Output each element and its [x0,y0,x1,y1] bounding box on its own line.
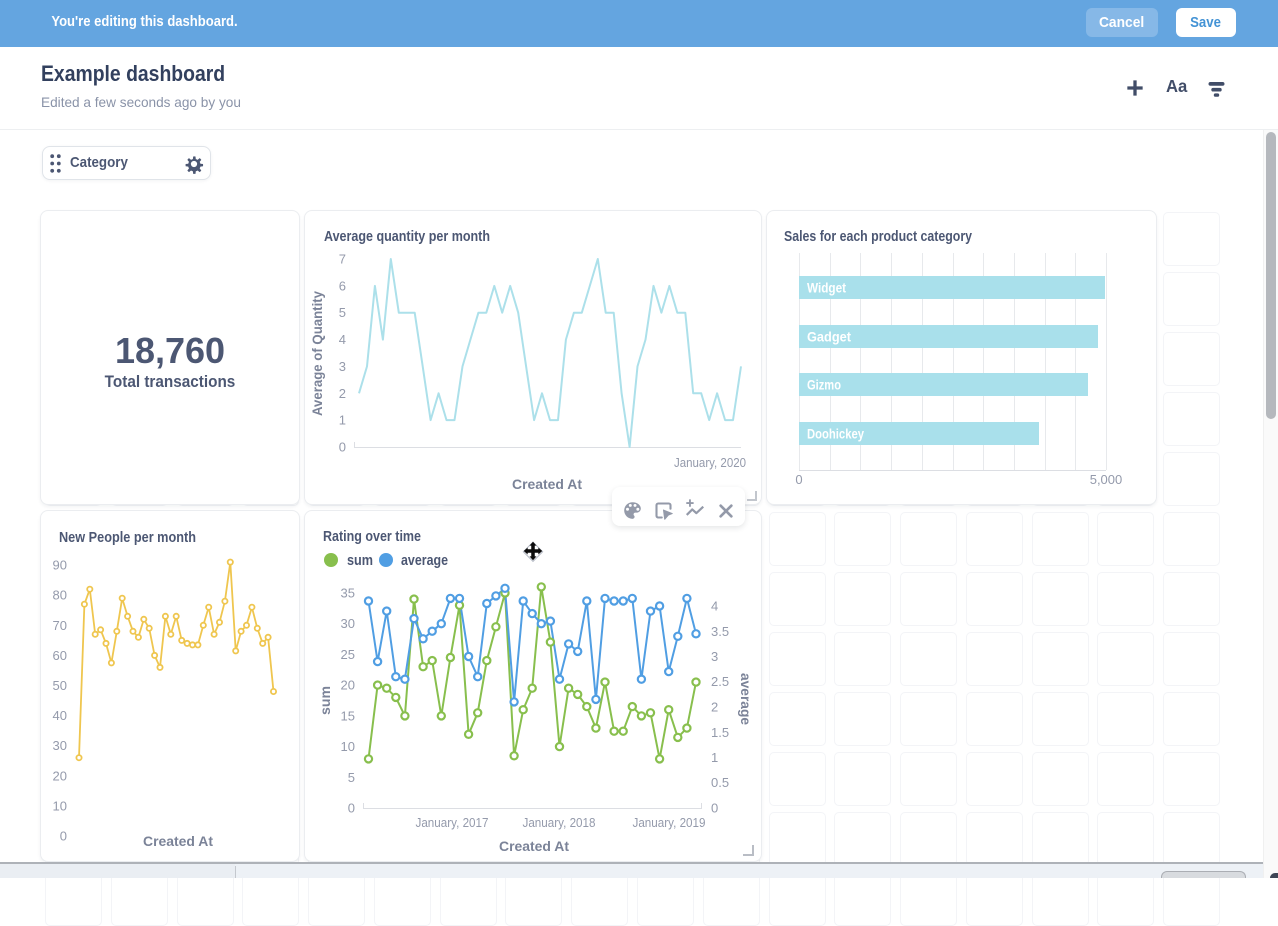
svg-text:1: 1 [711,750,718,765]
svg-text:40: 40 [53,708,67,723]
svg-text:0: 0 [711,801,718,816]
svg-text:80: 80 [53,588,67,603]
svg-text:1.5: 1.5 [711,725,729,740]
svg-text:7: 7 [339,252,346,267]
svg-text:4: 4 [711,599,718,614]
svg-text:3: 3 [339,359,346,374]
svg-text:Gizmo: Gizmo [807,378,841,393]
svg-text:0: 0 [795,472,802,487]
svg-text:30: 30 [341,616,355,631]
svg-text:sum: sum [317,686,333,715]
svg-text:20: 20 [53,768,67,783]
svg-text:January, 2020: January, 2020 [674,455,746,470]
svg-text:Widget: Widget [807,281,846,296]
svg-text:30: 30 [53,738,67,753]
svg-text:0.5: 0.5 [711,775,729,790]
svg-text:Average of Quantity: Average of Quantity [309,291,325,416]
svg-text:60: 60 [53,648,67,663]
svg-text:January, 2019: January, 2019 [633,815,706,830]
svg-text:2.5: 2.5 [711,674,729,689]
svg-text:Average quantity per month: Average quantity per month [324,228,490,245]
svg-text:20: 20 [341,678,355,693]
svg-text:Created At: Created At [512,476,582,492]
svg-text:1: 1 [339,413,346,428]
svg-text:January, 2017: January, 2017 [416,815,489,830]
svg-text:Created At: Created At [143,833,213,849]
svg-text:90: 90 [53,558,67,573]
svg-text:Created At: Created At [499,838,569,854]
svg-text:5: 5 [339,305,346,320]
svg-text:3.5: 3.5 [711,624,729,639]
svg-text:0: 0 [60,829,67,844]
svg-text:6: 6 [339,278,346,293]
svg-text:2: 2 [339,386,346,401]
svg-text:January, 2018: January, 2018 [523,815,596,830]
svg-text:Gadget: Gadget [807,330,851,345]
svg-text:10: 10 [341,739,355,754]
svg-text:Sales for each product categor: Sales for each product category [784,228,973,245]
svg-text:15: 15 [341,708,355,723]
svg-text:average: average [738,673,754,725]
svg-text:70: 70 [53,618,67,633]
svg-text:50: 50 [53,678,67,693]
svg-text:10: 10 [53,798,67,813]
svg-text:25: 25 [341,647,355,662]
svg-text:Doohickey: Doohickey [807,427,864,442]
svg-text:3: 3 [711,649,718,664]
svg-text:5,000: 5,000 [1090,472,1123,487]
svg-text:5: 5 [348,770,355,785]
svg-text:2: 2 [711,700,718,715]
svg-text:35: 35 [341,586,355,601]
svg-text:sum: sum [347,552,373,569]
svg-text:4: 4 [339,332,346,347]
svg-text:New People per month: New People per month [59,529,196,546]
svg-text:average: average [401,552,448,569]
svg-text:0: 0 [339,440,346,455]
svg-text:Rating over time: Rating over time [323,528,421,545]
svg-text:0: 0 [348,801,355,816]
